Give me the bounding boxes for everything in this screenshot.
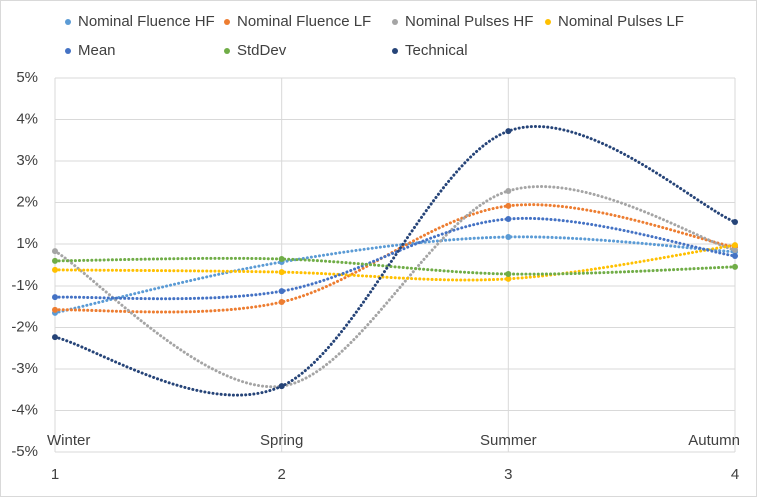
legend-label: Nominal Pulses LF <box>558 13 684 30</box>
legend-marker <box>65 48 71 54</box>
legend-marker <box>392 48 398 54</box>
y-tick-label: 4% <box>16 110 38 127</box>
y-tick-label: 1% <box>16 235 38 252</box>
x-tick-label: 1 <box>51 466 59 483</box>
data-point <box>505 128 512 135</box>
data-point <box>505 187 512 194</box>
category-label: Winter <box>47 432 90 449</box>
series-line <box>53 243 737 282</box>
legend-marker <box>65 19 71 25</box>
y-tick-label: 5% <box>16 69 38 86</box>
series-line <box>53 235 737 315</box>
data-point <box>278 256 285 263</box>
data-point <box>278 383 285 390</box>
x-tick-label: 3 <box>504 466 512 483</box>
data-point <box>732 247 738 254</box>
legend-label: Nominal Pulses HF <box>405 13 533 30</box>
y-tick-label: -1% <box>11 277 38 294</box>
y-tick-label: -4% <box>11 401 38 418</box>
data-point <box>505 275 512 282</box>
x-tick-label: 2 <box>277 466 285 483</box>
data-point <box>505 270 512 277</box>
legend-marker <box>392 19 398 25</box>
y-tick-label: 2% <box>16 194 38 211</box>
data-point <box>52 334 58 341</box>
data-point <box>52 294 58 301</box>
data-point <box>278 299 285 306</box>
category-label: Spring <box>260 432 303 449</box>
y-tick-label: -3% <box>11 360 38 377</box>
legend-label: Nominal Fluence HF <box>78 13 215 30</box>
legend-label: Technical <box>405 42 468 59</box>
data-point <box>732 253 738 260</box>
series-line <box>53 216 737 301</box>
data-point <box>52 257 58 264</box>
data-point <box>505 215 512 222</box>
legend-marker <box>545 19 551 25</box>
series-line <box>53 203 737 314</box>
legend-marker <box>224 48 230 54</box>
legend-label: Mean <box>78 42 116 59</box>
x-tick-label: 4 <box>731 466 739 483</box>
data-point <box>278 269 285 276</box>
legend-label: StdDev <box>237 42 287 59</box>
data-point <box>732 218 738 225</box>
y-tick-label: -2% <box>11 318 38 335</box>
series-line <box>53 125 737 397</box>
category-label: Summer <box>480 432 537 449</box>
legend-label: Nominal Fluence LF <box>237 13 371 30</box>
data-point <box>52 248 58 255</box>
data-point <box>52 266 58 273</box>
legend-marker <box>224 19 230 25</box>
y-tick-label: 3% <box>16 152 38 169</box>
data-point <box>732 263 738 270</box>
data-point <box>505 202 512 209</box>
series-line <box>53 256 737 276</box>
data-point <box>732 242 738 249</box>
data-point <box>278 288 285 295</box>
series-line <box>53 185 737 389</box>
category-label: Autumn <box>688 432 740 449</box>
data-point <box>505 233 512 240</box>
data-point <box>52 306 58 313</box>
y-tick-label: -5% <box>11 443 38 460</box>
